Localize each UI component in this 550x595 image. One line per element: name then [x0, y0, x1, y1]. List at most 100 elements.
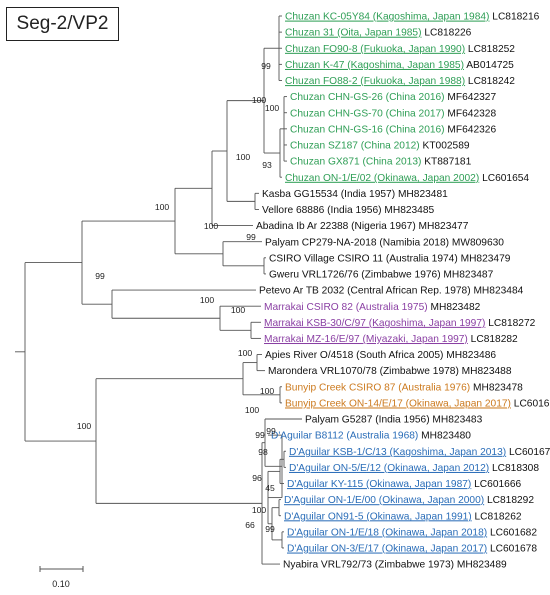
- bootstrap-value: 45: [265, 483, 275, 493]
- accession-number: LC818272: [485, 318, 535, 329]
- leaf-label: Vellore 68886 (India 1956) MH823485: [262, 205, 435, 216]
- accession-number: LC818262: [472, 511, 522, 522]
- scale-bar: 0.10: [39, 566, 84, 589]
- strain-name: Chuzan GX871 (China 2013): [290, 157, 421, 168]
- strain-name: Palyam G5287 (India 1956): [305, 415, 430, 426]
- strain-name: Bunyip Creek CSIRO 87 (Australia 1976): [285, 382, 470, 393]
- leaf-label: Chuzan CHN-GS-26 (China 2016) MF642327: [290, 92, 496, 103]
- accession-number: MH823481: [395, 189, 448, 200]
- bootstrap-value: 100: [265, 103, 280, 113]
- bootstrap-value: 99: [246, 232, 256, 242]
- leaf-label: Palyam CP279-NA-2018 (Namibia 2018) MW80…: [265, 237, 504, 248]
- leaf-label: Chuzan CHN-GS-16 (China 2016) MF642326: [290, 124, 496, 135]
- leaf-label: Marrakai KSB-30/C/97 (Kagoshima, Japan 1…: [264, 318, 536, 329]
- leaf-label: D'Aguilar ON-1/E/00 (Okinawa, Japan 2000…: [284, 495, 534, 506]
- bootstrap-value: 99: [265, 524, 275, 534]
- strain-name: D'Aguilar ON91-5 (Okinawa, Japan 1991): [284, 511, 472, 522]
- tree-branches: [15, 15, 302, 565]
- accession-number: AB014725: [464, 60, 514, 71]
- leaf-label: CSIRO Village CSIRO 11 (Australia 1974) …: [269, 253, 511, 264]
- leaf-label: Abadina Ib Ar 22388 (Nigeria 1967) MH823…: [256, 221, 469, 232]
- leaf-label: Petevo Ar TB 2032 (Central African Rep. …: [259, 286, 524, 297]
- accession-number: MH823488: [459, 366, 512, 377]
- strain-name: Chuzan KC-05Y84 (Kagoshima, Japan 1984): [285, 12, 489, 23]
- bootstrap-value: 100: [245, 405, 260, 415]
- leaf-label: D'Aguilar KY-115 (Okinawa, Japan 1987) L…: [287, 479, 521, 490]
- accession-number: MF642327: [445, 92, 497, 103]
- leaf-label: Marondera VRL1070/78 (Zimbabwe 1978) MH8…: [268, 366, 512, 377]
- strain-name: Chuzan K-47 (Kagoshima, Japan 1985): [285, 60, 464, 71]
- bootstrap-value: 99: [255, 430, 265, 440]
- strain-name: Chuzan 31 (Oita, Japan 1985): [285, 28, 422, 39]
- leaf-label: Chuzan KC-05Y84 (Kagoshima, Japan 1984) …: [285, 12, 540, 23]
- strain-name: Apies River O/4518 (South Africa 2005): [265, 350, 443, 361]
- strain-name: Nyabira VRL792/73 (Zimbabwe 1973): [283, 560, 454, 571]
- accession-number: LC601654: [479, 173, 529, 184]
- leaf-label: D'Aguilar B8112 (Australia 1968) MH82348…: [271, 431, 471, 442]
- leaf-label: D'Aguilar ON91-5 (Okinawa, Japan 1991) L…: [284, 511, 522, 522]
- bootstrap-value: 100: [260, 386, 275, 396]
- bootstrap-value: 100: [231, 305, 246, 315]
- strain-name: D'Aguilar ON-1/E/18 (Okinawa, Japan 2018…: [287, 527, 487, 538]
- strain-name: Chuzan FO90-8 (Fukuoka, Japan 1990): [285, 44, 465, 55]
- leaf-label: Chuzan K-47 (Kagoshima, Japan 1985) AB01…: [285, 60, 514, 71]
- leaf-label: Bunyip Creek ON-14/E/17 (Okinawa, Japan …: [285, 398, 550, 409]
- bootstrap-value: 98: [258, 447, 268, 457]
- accession-number: LC818308: [489, 463, 539, 474]
- strain-name: D'Aguilar KY-115 (Okinawa, Japan 1987): [287, 479, 471, 490]
- accession-number: LC601678: [487, 544, 537, 555]
- leaf-labels: Chuzan KC-05Y84 (Kagoshima, Japan 1984) …: [256, 12, 550, 571]
- accession-number: KT887181: [421, 157, 471, 168]
- leaf-label: Kasba GG15534 (India 1957) MH823481: [262, 189, 448, 200]
- strain-name: Chuzan CHN-GS-70 (China 2017): [290, 108, 445, 119]
- leaf-label: Palyam G5287 (India 1956) MH823483: [305, 415, 483, 426]
- leaf-label: D'Aguilar KSB-1/C/13 (Kagoshima, Japan 2…: [289, 447, 550, 458]
- bootstrap-value: 66: [245, 520, 255, 530]
- accession-number: LC601662: [511, 398, 550, 409]
- strain-name: Vellore 68886 (India 1956): [262, 205, 382, 216]
- bootstrap-values: 1001009993100100100999910010010010010066…: [77, 61, 280, 534]
- leaf-label: Nyabira VRL792/73 (Zimbabwe 1973) MH8234…: [283, 560, 507, 571]
- bootstrap-value: 100: [204, 221, 219, 231]
- accession-number: MH823483: [430, 415, 483, 426]
- strain-name: D'Aguilar KSB-1/C/13 (Kagoshima, Japan 2…: [289, 447, 506, 458]
- scale-bar-label: 0.10: [52, 579, 70, 589]
- strain-name: Abadina Ib Ar 22388 (Nigeria 1967): [256, 221, 416, 232]
- accession-number: MH823489: [454, 560, 507, 571]
- strain-name: Marrakai CSIRO 82 (Australia 1975): [264, 302, 428, 313]
- bootstrap-value: 100: [236, 152, 251, 162]
- leaf-label: Chuzan GX871 (China 2013) KT887181: [290, 157, 472, 168]
- bootstrap-value: 100: [155, 202, 170, 212]
- leaf-label: Gweru VRL1726/76 (Zimbabwe 1976) MH82348…: [269, 270, 494, 281]
- accession-number: MH823485: [382, 205, 435, 216]
- figure-title: Seg-2/VP2: [6, 7, 119, 41]
- leaf-label: Chuzan CHN-GS-70 (China 2017) MF642328: [290, 108, 496, 119]
- accession-number: LC818226: [422, 28, 472, 39]
- leaf-label: Chuzan SZ187 (China 2012) KT002589: [290, 141, 470, 152]
- strain-name: Bunyip Creek ON-14/E/17 (Okinawa, Japan …: [285, 398, 511, 409]
- strain-name: D'Aguilar B8112 (Australia 1968): [271, 431, 418, 442]
- accession-number: MH823484: [471, 286, 524, 297]
- accession-number: LC818242: [465, 76, 515, 87]
- accession-number: LC818252: [465, 44, 515, 55]
- accession-number: LC601674: [506, 447, 550, 458]
- leaf-label: Chuzan 31 (Oita, Japan 1985) LC818226: [285, 28, 472, 39]
- accession-number: MH823482: [428, 302, 481, 313]
- accession-number: MH823486: [443, 350, 496, 361]
- strain-name: Chuzan SZ187 (China 2012): [290, 141, 420, 152]
- strain-name: Chuzan CHN-GS-16 (China 2016): [290, 124, 445, 135]
- accession-number: LC818282: [468, 334, 518, 345]
- accession-number: LC601666: [471, 479, 521, 490]
- strain-name: Marrakai MZ-16/E/97 (Miyazaki, Japan 199…: [264, 334, 468, 345]
- bootstrap-value: 96: [252, 473, 262, 483]
- strain-name: Chuzan CHN-GS-26 (China 2016): [290, 92, 445, 103]
- bootstrap-value: 100: [238, 348, 253, 358]
- accession-number: MF642326: [445, 124, 497, 135]
- strain-name: Marrakai KSB-30/C/97 (Kagoshima, Japan 1…: [264, 318, 485, 329]
- accession-number: LC818216: [489, 12, 539, 23]
- leaf-label: Bunyip Creek CSIRO 87 (Australia 1976) M…: [285, 382, 523, 393]
- bootstrap-value: 100: [200, 295, 215, 305]
- accession-number: MH823478: [470, 382, 523, 393]
- leaf-label: D'Aguilar ON-1/E/18 (Okinawa, Japan 2018…: [287, 527, 537, 538]
